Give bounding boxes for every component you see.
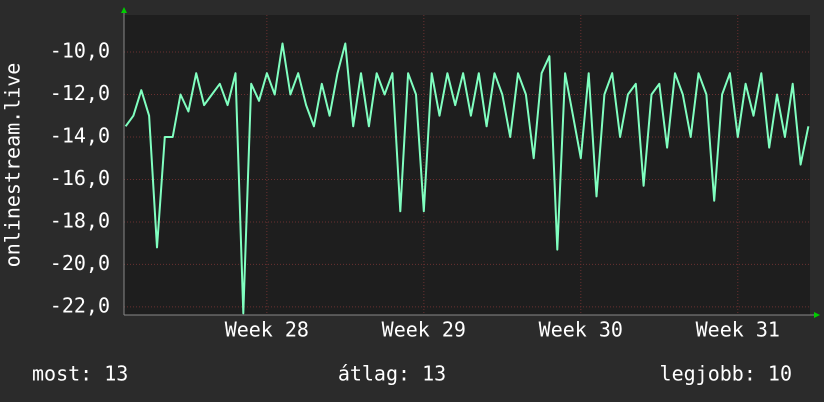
y-axis-label: onlinestream.live <box>1 63 25 268</box>
footer-average: átlag: 13 <box>338 362 446 386</box>
y-tick-label: -16,0 <box>50 166 110 190</box>
y-tick-label: -12,0 <box>50 81 110 105</box>
y-tick-label: -10,0 <box>50 38 110 62</box>
axis-arrow <box>121 7 127 13</box>
x-tick-label: Week 29 <box>382 318 466 342</box>
y-tick-label: -18,0 <box>50 208 110 232</box>
footer-best: legjobb: 10 <box>660 362 792 386</box>
axis-arrow <box>814 312 820 318</box>
x-tick-label: Week 30 <box>539 318 623 342</box>
y-tick-label: -14,0 <box>50 123 110 147</box>
footer-current: most: 13 <box>32 362 128 386</box>
y-tick-label: -22,0 <box>50 293 110 317</box>
plot-area <box>124 15 810 315</box>
x-tick-label: Week 28 <box>225 318 309 342</box>
x-tick-label: Week 31 <box>696 318 780 342</box>
data-line <box>124 42 810 315</box>
y-tick-label: -20,0 <box>50 251 110 275</box>
